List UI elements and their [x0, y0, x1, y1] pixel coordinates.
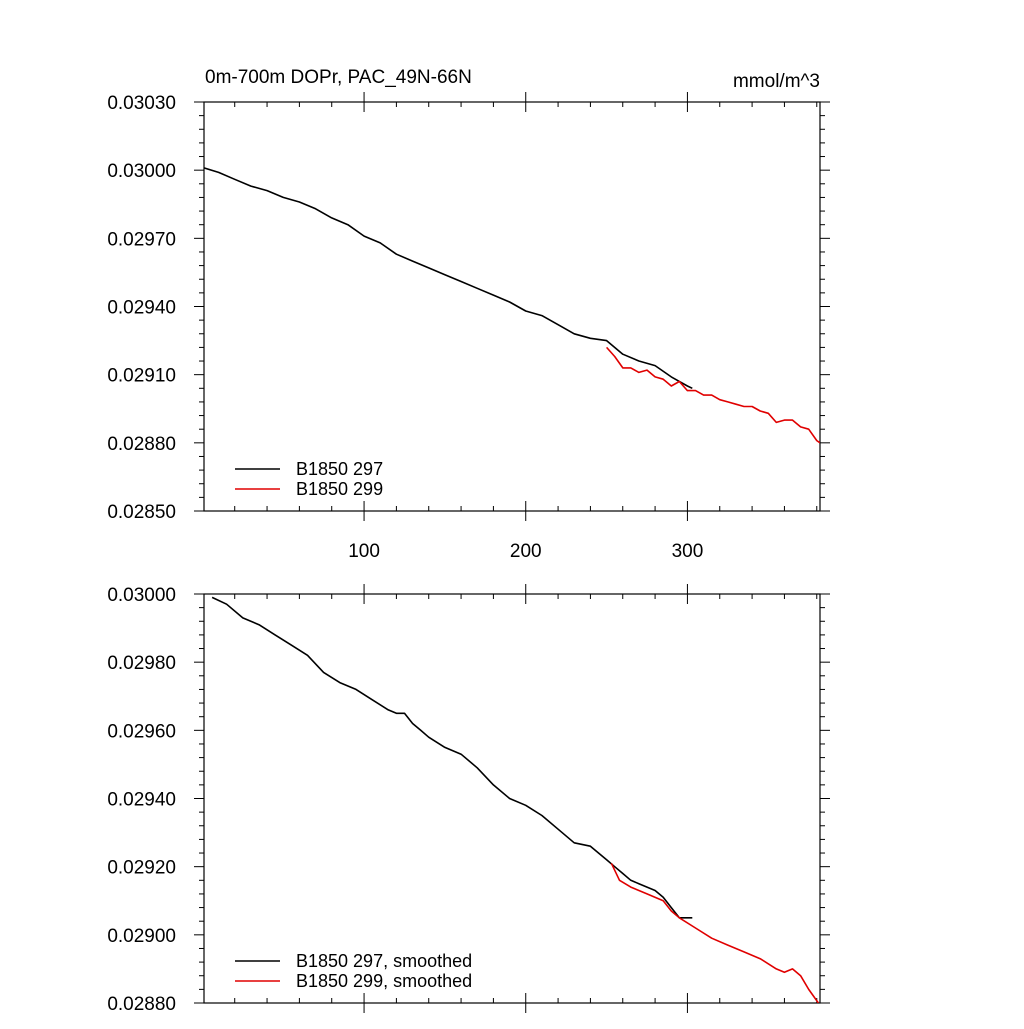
series-line-b1850-297: [204, 167, 693, 390]
x-tick-label: 100: [348, 541, 380, 562]
y-tick-label: 0.02850: [107, 502, 176, 523]
legend-label: B1850 299: [296, 479, 383, 499]
legend-label: B1850 297, smoothed: [296, 951, 472, 971]
legend-label: B1850 299, smoothed: [296, 971, 472, 991]
series-line-b1850-299: [610, 862, 820, 1003]
chart-title: 0m-700m DOPr, PAC_49N-66N: [205, 67, 472, 88]
y-tick-label: 0.03030: [107, 93, 176, 114]
y-tick-label: 0.02920: [107, 858, 176, 879]
panel-smoothed: 0.02880 0.02900 0.02920 0.02940 0.02960 0.029…: [107, 584, 830, 1015]
y-tick-label: 0.02970: [107, 229, 176, 250]
panel-raw: 0.02850 0.02880 0.02910 0.02940 0.02970 0.030…: [107, 92, 830, 562]
plot-frame: [203, 593, 821, 1004]
y-tick-label: 0.02940: [107, 790, 176, 811]
y-tick-label: 0.02880: [107, 994, 176, 1015]
y-tick-label: 0.02880: [107, 434, 176, 455]
x-tick-label: 300: [672, 541, 704, 562]
y-tick-label: 0.03000: [107, 161, 176, 182]
y-tick-label: 0.02910: [107, 366, 176, 387]
y-tick-label: 0.02940: [107, 298, 176, 319]
y-tick-label: 0.02900: [107, 926, 176, 947]
units-label: mmol/m^3: [733, 71, 820, 92]
y-tick-label: 0.03000: [107, 585, 176, 606]
series-line-b1850-299: [606, 346, 820, 444]
y-tick-label: 0.02980: [107, 653, 176, 674]
x-tick-label: 200: [510, 541, 542, 562]
series-line-b1850-297: [211, 596, 693, 919]
legend-label: B1850 297: [296, 459, 383, 479]
plot-frame: [203, 101, 821, 512]
y-tick-label: 0.02960: [107, 721, 176, 742]
